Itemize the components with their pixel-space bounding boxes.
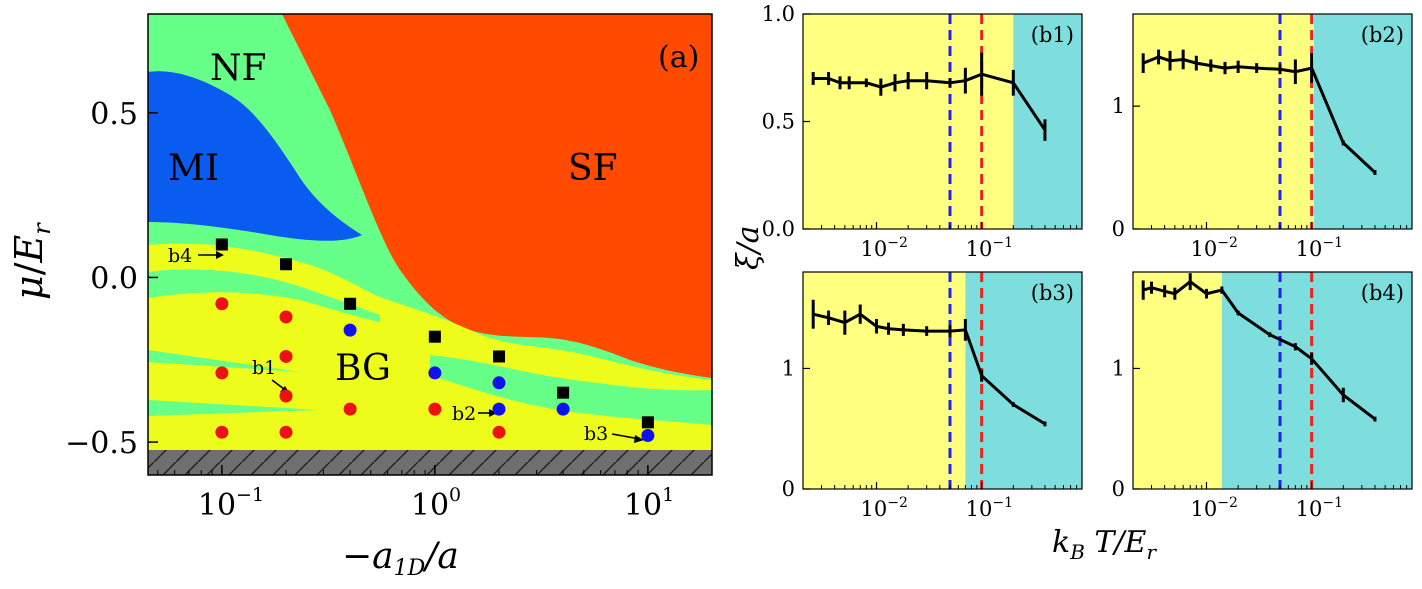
panel-b4: (b4) 1 0 10−2 10−1 — [1112, 271, 1413, 521]
x-tick-label: 10−2 — [1191, 495, 1238, 521]
panel-a-label: (a) — [658, 40, 699, 75]
cyan-background — [1313, 14, 1412, 229]
y-tick-label: 0.5 — [762, 110, 795, 134]
mi-label: MI — [168, 148, 219, 189]
x-tick-label: 10−2 — [1191, 235, 1238, 261]
b4-label: b4 — [168, 245, 192, 267]
x-tick-label: 10−2 — [861, 495, 908, 521]
x-tick-label: 10−1 — [966, 235, 1013, 261]
b4-arrowhead — [216, 251, 224, 259]
panel-b3: (b3) 1 0 10−2 10−1 — [782, 271, 1083, 521]
panel-label: (b1) — [1031, 23, 1074, 47]
y-tick-label-a: 0.0 — [90, 261, 138, 296]
x-tick-label-a: 100 — [411, 484, 461, 523]
x-axis-label-a: −a1D/a — [342, 536, 459, 581]
red-circle-point — [279, 349, 293, 363]
red-circle-point — [279, 425, 293, 439]
blue-circle-point — [641, 428, 655, 442]
red-circle-point — [428, 402, 442, 416]
black-square-point — [492, 350, 505, 363]
panel-frame — [1132, 271, 1413, 490]
mi-region — [148, 71, 362, 241]
x-tick-label-a: 10−1 — [198, 484, 264, 523]
blue-circle-point — [492, 402, 506, 416]
sf-label: SF — [568, 148, 618, 189]
blue-circle-point — [556, 402, 570, 416]
panel-label: (b4) — [1361, 281, 1404, 305]
black-square-point — [279, 258, 292, 271]
black-square-point — [428, 330, 441, 343]
red-circle-point — [215, 366, 229, 380]
panel-frame — [802, 271, 1083, 490]
phase-diagram-panel: NF MI SF BG (a) b4 b1 b2 b3 10−1 100 101 0.… — [7, 13, 713, 581]
nf-tongue-1 — [148, 350, 300, 372]
y-tick-label: 0 — [782, 477, 795, 501]
y-tick-label: 1 — [782, 356, 795, 380]
annotation-b2: b2 — [452, 403, 497, 425]
b1-label: b1 — [252, 357, 276, 379]
black-square-point — [344, 297, 357, 310]
b2-label: b2 — [452, 403, 476, 425]
black-square-point — [641, 416, 654, 429]
red-circle-point — [215, 297, 229, 311]
panel-frame — [1132, 13, 1413, 230]
x-axis-label-b: kB T/Er — [1052, 525, 1157, 564]
red-circle-point — [492, 425, 506, 439]
y-axis-label-b: ξ/a — [731, 225, 766, 270]
x-tick-label: 10−2 — [861, 235, 908, 261]
annotation-b3: b3 — [584, 423, 644, 445]
x-tick-label-a: 101 — [624, 484, 674, 523]
y-axis-label-a: μ/Er — [7, 222, 56, 300]
y-tick-label: 0 — [1112, 217, 1125, 241]
panel-label: (b2) — [1361, 23, 1404, 47]
red-circle-point — [343, 402, 357, 416]
annotation-b4: b4 — [168, 245, 224, 267]
x-tick-label: 10−1 — [966, 495, 1013, 521]
blue-circle-point — [428, 366, 442, 380]
yellow-background — [1133, 272, 1222, 489]
yellow-background — [803, 14, 1014, 229]
b2-arrowhead — [489, 409, 497, 417]
y-tick-label-a: −0.5 — [65, 426, 138, 461]
panel-a-frame — [147, 13, 713, 476]
nf-band-upper — [148, 269, 380, 322]
hatched-forbidden-region — [148, 450, 712, 475]
y-tick-label: 0 — [1112, 477, 1125, 501]
y-tick-label: 1.0 — [762, 2, 795, 26]
y-tick-label: 0.0 — [762, 217, 795, 241]
nf-label: NF — [210, 48, 266, 89]
nf-band-right — [430, 355, 712, 425]
sf-region — [282, 14, 712, 378]
red-circle-point — [279, 389, 293, 403]
cyan-background — [1221, 272, 1412, 489]
x-tick-label: 10−1 — [1296, 235, 1343, 261]
y-tick-label: 1 — [1112, 94, 1125, 118]
nf-tongue-2 — [148, 400, 320, 416]
panel-b1: (b1) 1.0 0.5 0.0 10−2 10−1 — [762, 2, 1083, 261]
red-circle-point — [279, 310, 293, 324]
cyan-background — [1013, 14, 1082, 229]
x-tick-label: 10−1 — [1296, 495, 1343, 521]
yellow-background — [803, 272, 966, 489]
xi-curve — [1142, 55, 1377, 174]
red-circle-point — [215, 425, 229, 439]
b3-arrowhead — [634, 435, 644, 443]
yellow-background — [1133, 14, 1314, 229]
y-tick-label: 1 — [1112, 356, 1125, 380]
panel-b2: (b2) 1 0 10−2 10−1 — [1112, 13, 1413, 261]
panel-label: (b3) — [1031, 281, 1074, 305]
y-tick-label-a: 0.5 — [90, 97, 138, 132]
bg-label: BG — [335, 348, 391, 389]
blue-circle-point — [492, 376, 506, 390]
b3-label: b3 — [584, 423, 608, 445]
blue-circle-point — [343, 323, 357, 337]
black-square-point — [557, 386, 570, 399]
black-square-point — [215, 238, 228, 251]
